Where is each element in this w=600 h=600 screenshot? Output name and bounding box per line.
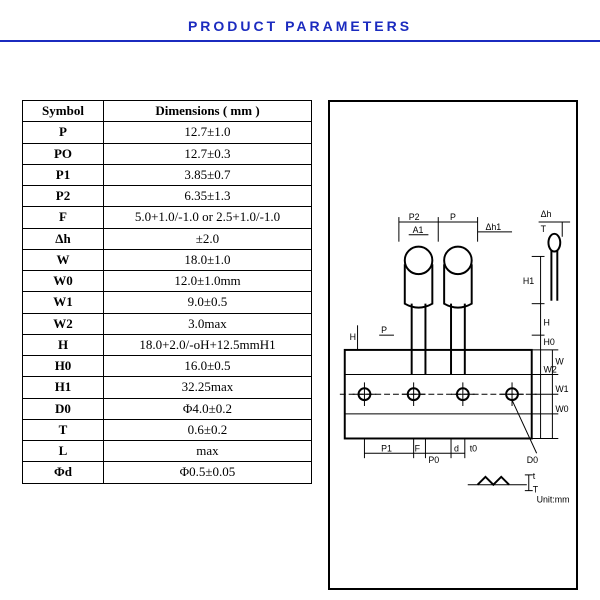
cell-symbol: W1 — [23, 292, 104, 313]
table-row: Δh±2.0 — [23, 228, 312, 249]
parameters-table: Symbol Dimensions ( mm ) P12.7±1.0PO12.7… — [22, 100, 312, 484]
dim-top: P2 P A1 Δh1 — [399, 212, 512, 242]
label-d: d — [454, 443, 459, 453]
label-w2: W2 — [544, 365, 557, 375]
table-row: ΦdΦ0.5±0.05 — [23, 462, 312, 483]
label-h0: H0 — [544, 337, 555, 347]
label-h-left: H — [350, 332, 356, 342]
title-rule — [0, 40, 600, 42]
table-header-row: Symbol Dimensions ( mm ) — [23, 101, 312, 122]
parameters-table-wrap: Symbol Dimensions ( mm ) P12.7±1.0PO12.7… — [22, 100, 312, 590]
cell-value: 5.0+1.0/-1.0 or 2.5+1.0/-1.0 — [104, 207, 312, 228]
label-p2: P2 — [409, 212, 420, 222]
cell-symbol: P — [23, 122, 104, 143]
tape-profile: t T — [468, 471, 539, 495]
cell-symbol: W — [23, 249, 104, 270]
dimension-diagram-frame: P2 P A1 Δh1 Δh T H — [328, 100, 578, 590]
col-symbol: Symbol — [23, 101, 104, 122]
dim-dh-t: Δh T — [539, 209, 570, 237]
cell-value: 18.0+2.0/-oH+12.5mmH1 — [104, 334, 312, 355]
table-row: D0Φ4.0±0.2 — [23, 398, 312, 419]
table-row: H18.0+2.0/-oH+12.5mmH1 — [23, 334, 312, 355]
page-root: PRODUCT PARAMETERS Symbol Dimensions ( m… — [0, 0, 600, 600]
table-row: H016.0±0.5 — [23, 356, 312, 377]
table-row: F5.0+1.0/-1.0 or 2.5+1.0/-1.0 — [23, 207, 312, 228]
table-row: W23.0max — [23, 313, 312, 334]
table-row: P12.7±1.0 — [23, 122, 312, 143]
svg-text:t: t — [533, 471, 536, 481]
cell-symbol: T — [23, 419, 104, 440]
cell-symbol: PO — [23, 143, 104, 164]
table-row: W19.0±0.5 — [23, 292, 312, 313]
dim-h-left: H P — [350, 325, 394, 350]
cell-symbol: H0 — [23, 356, 104, 377]
table-row: W012.0±1.0mm — [23, 271, 312, 292]
content-row: Symbol Dimensions ( mm ) P12.7±1.0PO12.7… — [22, 100, 578, 590]
cell-value: 12.7±0.3 — [104, 143, 312, 164]
svg-text:P: P — [381, 325, 387, 335]
label-t: T — [541, 224, 547, 234]
table-row: Lmax — [23, 441, 312, 462]
cell-value: Φ4.0±0.2 — [104, 398, 312, 419]
component-2 — [444, 247, 472, 375]
component-1 — [405, 247, 433, 375]
dim-right-stack: H1 H H0 W W2 W1 W0 — [523, 256, 569, 438]
svg-text:T: T — [533, 485, 539, 495]
table-row: P26.35±1.3 — [23, 186, 312, 207]
side-component — [548, 234, 560, 301]
cell-symbol: W2 — [23, 313, 104, 334]
cell-value: 0.6±0.2 — [104, 419, 312, 440]
cell-value: 6.35±1.3 — [104, 186, 312, 207]
cell-symbol: H1 — [23, 377, 104, 398]
label-t0: t0 — [470, 443, 477, 453]
page-title: PRODUCT PARAMETERS — [0, 18, 600, 34]
label-a1: A1 — [413, 225, 424, 235]
label-dh1: Δh1 — [485, 222, 501, 232]
cell-symbol: L — [23, 441, 104, 462]
cell-symbol: Φd — [23, 462, 104, 483]
table-row: W18.0±1.0 — [23, 249, 312, 270]
cell-value: 9.0±0.5 — [104, 292, 312, 313]
cell-symbol: H — [23, 334, 104, 355]
label-h1: H1 — [523, 276, 534, 286]
cell-value: 16.0±0.5 — [104, 356, 312, 377]
dimension-diagram: P2 P A1 Δh1 Δh T H — [330, 102, 576, 588]
cell-symbol: F — [23, 207, 104, 228]
label-p1: P1 — [381, 443, 392, 453]
cell-symbol: Δh — [23, 228, 104, 249]
cell-symbol: D0 — [23, 398, 104, 419]
cell-symbol: P2 — [23, 186, 104, 207]
cell-value: 3.85±0.7 — [104, 164, 312, 185]
cell-value: 18.0±1.0 — [104, 249, 312, 270]
label-p0: P0 — [428, 455, 439, 465]
label-w0: W0 — [555, 404, 568, 414]
cell-symbol: W0 — [23, 271, 104, 292]
cell-symbol: P1 — [23, 164, 104, 185]
label-h: H — [544, 317, 550, 327]
col-dimensions: Dimensions ( mm ) — [104, 101, 312, 122]
unit-label: Unit:mm — [537, 494, 570, 504]
cell-value: Φ0.5±0.05 — [104, 462, 312, 483]
label-dh: Δh — [541, 209, 552, 219]
d0-leader — [512, 400, 537, 453]
dim-bottom: P1 F P0 d t0 D0 — [364, 400, 538, 465]
label-d0: D0 — [527, 455, 538, 465]
table-row: P13.85±0.7 — [23, 164, 312, 185]
cell-value: 12.7±1.0 — [104, 122, 312, 143]
cell-value: 32.25max — [104, 377, 312, 398]
cell-value: max — [104, 441, 312, 462]
cell-value: 12.0±1.0mm — [104, 271, 312, 292]
cell-value: 3.0max — [104, 313, 312, 334]
label-f: F — [415, 443, 421, 453]
table-row: PO12.7±0.3 — [23, 143, 312, 164]
table-row: T0.6±0.2 — [23, 419, 312, 440]
label-w1: W1 — [555, 384, 568, 394]
label-p: P — [450, 212, 456, 222]
cell-value: ±2.0 — [104, 228, 312, 249]
table-row: H132.25max — [23, 377, 312, 398]
